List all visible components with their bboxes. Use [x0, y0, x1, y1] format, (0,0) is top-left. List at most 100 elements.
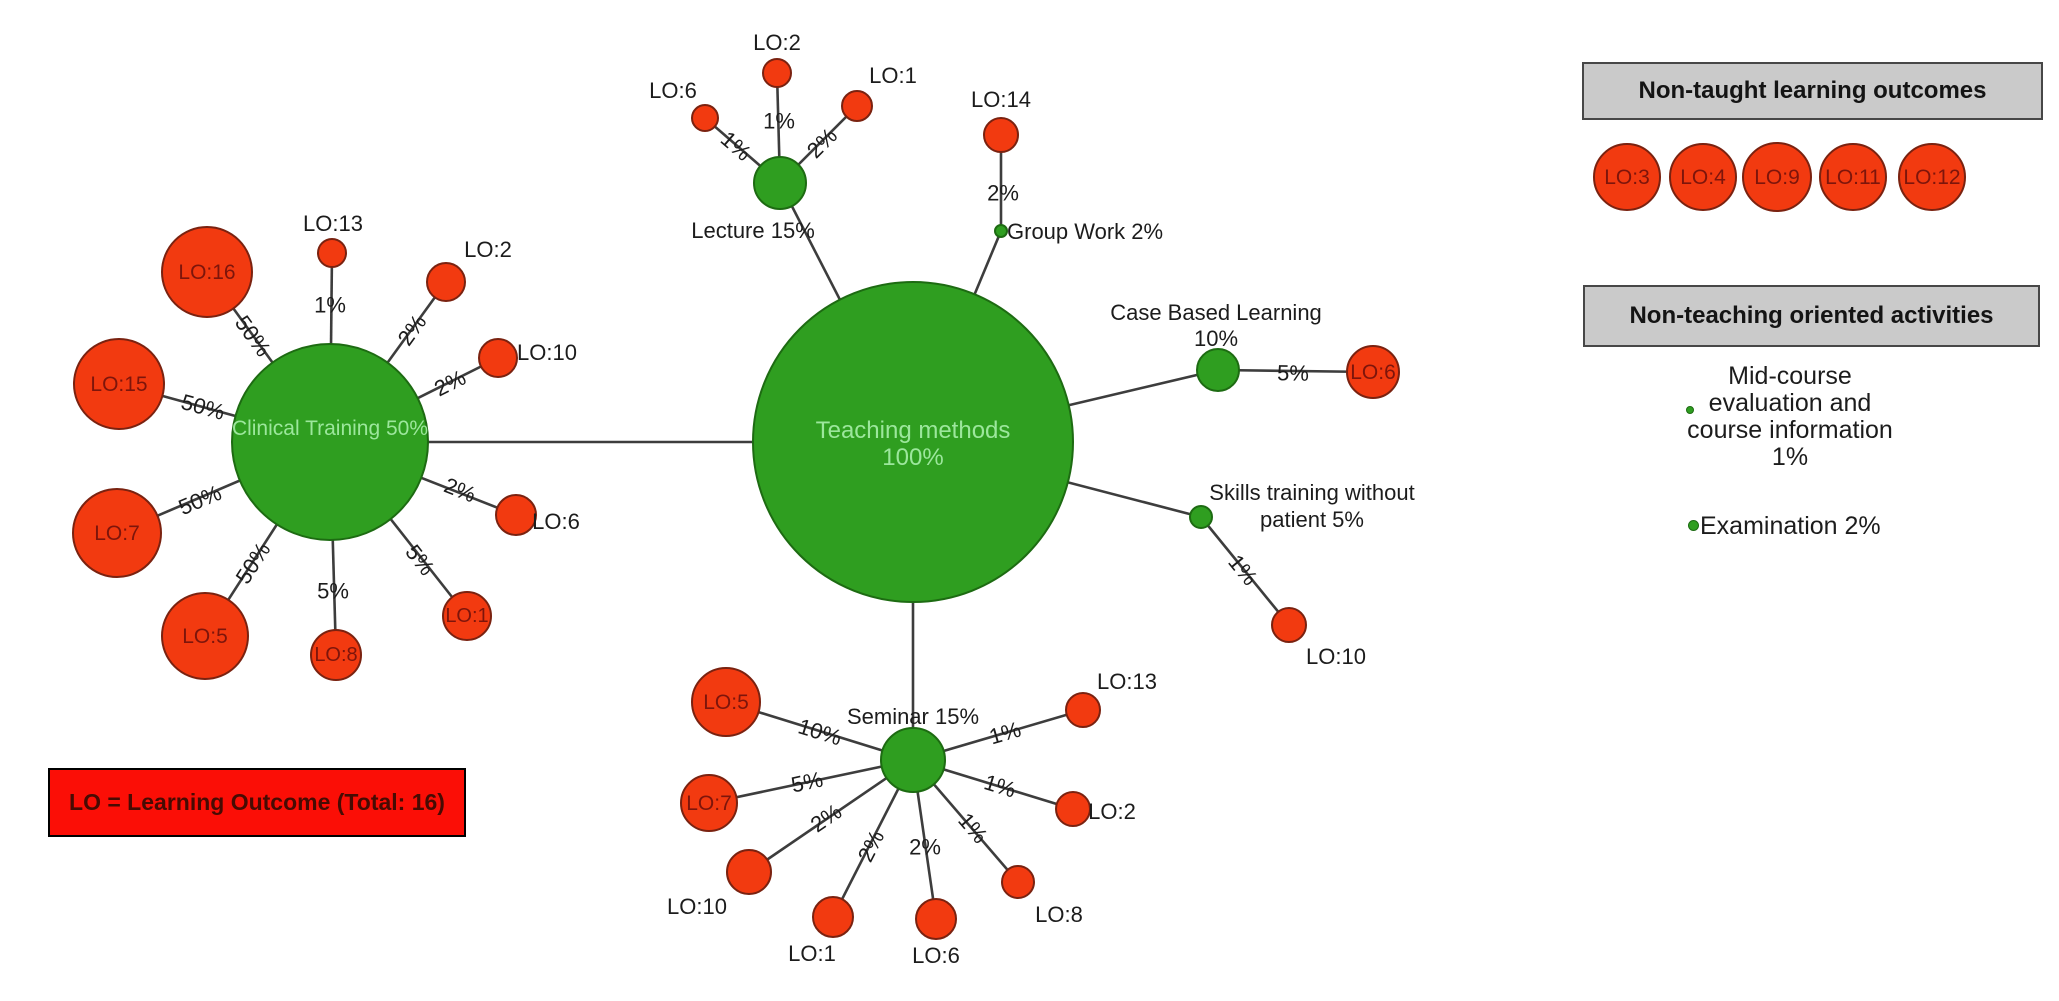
examination-dot-icon: [1688, 520, 1699, 531]
node-p_lo3-circle: [1593, 143, 1661, 211]
node-lecture-label: Lecture 15%: [691, 218, 815, 243]
node-clinical-label-line: Clinical Training 50%: [232, 417, 428, 440]
node-c_lo5-circle: [161, 592, 249, 680]
node-c_lo2-label-line: LO:2: [464, 237, 512, 262]
node-l_lo1-label-line: LO:1: [869, 63, 917, 88]
node-p_lo11-label: LO:11: [1825, 166, 1881, 189]
node-clinical-circle: [231, 343, 429, 541]
node-casebased-label-line: Case Based Learning: [1110, 300, 1322, 325]
node-c_lo16-circle: [161, 226, 253, 318]
node-p_lo4-label: LO:4: [1680, 166, 1726, 189]
node-l_lo6-label-line: LO:6: [649, 78, 697, 103]
node-groupwork-circle: [994, 224, 1008, 238]
node-c_lo10-circle: [478, 338, 518, 378]
node-skills-circle: [1189, 505, 1213, 529]
node-s_lo1-label-line: LO:1: [788, 941, 836, 966]
node-c_lo8-circle: [310, 629, 362, 681]
node-l_lo2-circle: [762, 58, 792, 88]
midcourse-item: Mid-course evaluation and course informa…: [1665, 363, 1915, 471]
node-s_lo2-label-line: LO:2: [1088, 799, 1136, 824]
node-teaching-label: Teaching methods 100%: [816, 417, 1011, 471]
edge-skills-sk_lo10: [1199, 516, 1291, 626]
node-g_lo14-label: LO:14: [971, 87, 1031, 112]
node-teaching-circle: [752, 281, 1074, 603]
lo-legend-box: LO = Learning Outcome (Total: 16): [48, 768, 466, 837]
node-casebased-label-line: 10%: [1194, 326, 1238, 351]
node-p_lo11-label-line: LO:11: [1825, 166, 1881, 189]
edge-label-seminar-s_lo5: 10%: [795, 714, 844, 751]
non-taught-header: Non-taught learning outcomes: [1582, 62, 2043, 120]
node-s_lo8-label: LO:8: [1035, 902, 1083, 927]
examination-item: Examination 2%: [1700, 512, 1881, 540]
node-c_lo15-label: LO:15: [90, 373, 147, 396]
node-seminar-label-line: Seminar 15%: [847, 704, 979, 729]
edge-label-casebased-cb_lo6: 5%: [1277, 360, 1309, 385]
node-casebased-circle: [1196, 348, 1240, 392]
non-teaching-header: Non-teaching oriented activities: [1583, 285, 2040, 347]
edge-label-seminar-s_lo13: 1%: [986, 717, 1024, 750]
node-s_lo1-circle: [812, 896, 854, 938]
edge-label-clinical-c_lo6: 2%: [441, 473, 480, 508]
node-s_lo6-label: LO:6: [912, 943, 960, 968]
node-p_lo9-label: LO:9: [1754, 166, 1800, 189]
midcourse-dot-icon: [1686, 406, 1694, 414]
node-lecture-circle: [753, 156, 807, 210]
node-groupwork-label-line: Group Work 2%: [1007, 219, 1163, 244]
edge-label-seminar-s_lo1: 2%: [853, 826, 890, 866]
node-p_lo3-label-line: LO:3: [1604, 166, 1650, 189]
node-l_lo2-label-line: LO:2: [753, 30, 801, 55]
edge-label-clinical-c_lo7: 50%: [175, 480, 225, 520]
node-c_lo1-label-line: LO:1: [445, 605, 488, 627]
node-c_lo2-label: LO:2: [464, 237, 512, 262]
midcourse-line: Mid-course: [1728, 362, 1852, 390]
node-s_lo10-circle: [726, 849, 772, 895]
node-s_lo5-label-line: LO:5: [703, 691, 749, 714]
node-c_lo13-label-line: LO:13: [303, 211, 363, 236]
node-s_lo7-circle: [680, 774, 738, 832]
node-clinical-label: Clinical Training 50%: [232, 417, 428, 440]
node-c_lo7-label: LO:7: [94, 522, 140, 545]
node-cb_lo6-circle: [1346, 345, 1400, 399]
node-l_lo6-label: LO:6: [649, 78, 697, 103]
node-l_lo2-label: LO:2: [753, 30, 801, 55]
node-c_lo2-circle: [426, 262, 466, 302]
edge-seminar-s_lo7: [708, 758, 914, 805]
midcourse-line: 1%: [1771, 443, 1809, 471]
node-c_lo16-label-line: LO:16: [178, 261, 235, 284]
node-s_lo8-circle: [1001, 865, 1035, 899]
node-c_lo5-label-line: LO:5: [182, 625, 228, 648]
node-p_lo9-circle: [1742, 142, 1812, 212]
node-lecture-label-line: Lecture 15%: [691, 218, 815, 243]
node-p_lo12-label: LO:12: [1903, 166, 1960, 189]
edge-label-lecture-l_lo2: 1%: [763, 109, 795, 134]
node-s_lo6-label-line: LO:6: [912, 943, 960, 968]
node-p_lo4-circle: [1669, 143, 1737, 211]
node-teaching-label-line: Teaching methods: [816, 417, 1011, 444]
node-c_lo6-circle: [495, 494, 537, 536]
node-seminar-label: Seminar 15%: [847, 704, 979, 729]
node-c_lo7-circle: [72, 488, 162, 578]
node-skills-label-line: Skills training without: [1209, 480, 1414, 505]
node-p_lo4-label-line: LO:4: [1680, 166, 1726, 189]
node-l_lo1-label: LO:1: [869, 63, 917, 88]
node-c_lo10-label: LO:10: [517, 340, 577, 365]
node-sk_lo10-circle: [1271, 607, 1307, 643]
node-groupwork-label: Group Work 2%: [1007, 219, 1163, 244]
node-c_lo15-circle: [73, 338, 165, 430]
edge-seminar-s_lo10: [748, 758, 914, 874]
node-c_lo6-label-line: LO:6: [532, 509, 580, 534]
midcourse-line: course information: [1687, 416, 1893, 444]
node-skills-label: Skills training without patient 5%: [1209, 480, 1414, 532]
edge-label-seminar-s_lo6: 2%: [909, 835, 941, 860]
edge-label-clinical-c_lo16: 50%: [230, 311, 276, 361]
edge-label-clinical-c_lo15: 50%: [178, 389, 227, 425]
node-p_lo9-label-line: LO:9: [1754, 166, 1800, 189]
edge-label-seminar-s_lo2: 1%: [981, 769, 1019, 802]
node-c_lo10-label-line: LO:10: [517, 340, 577, 365]
node-g_lo14-label-line: LO:14: [971, 87, 1031, 112]
node-g_lo14-circle: [983, 117, 1019, 153]
node-s_lo10-label-line: LO:10: [667, 894, 727, 919]
node-s_lo6-circle: [915, 898, 957, 940]
node-c_lo1-circle: [442, 591, 492, 641]
